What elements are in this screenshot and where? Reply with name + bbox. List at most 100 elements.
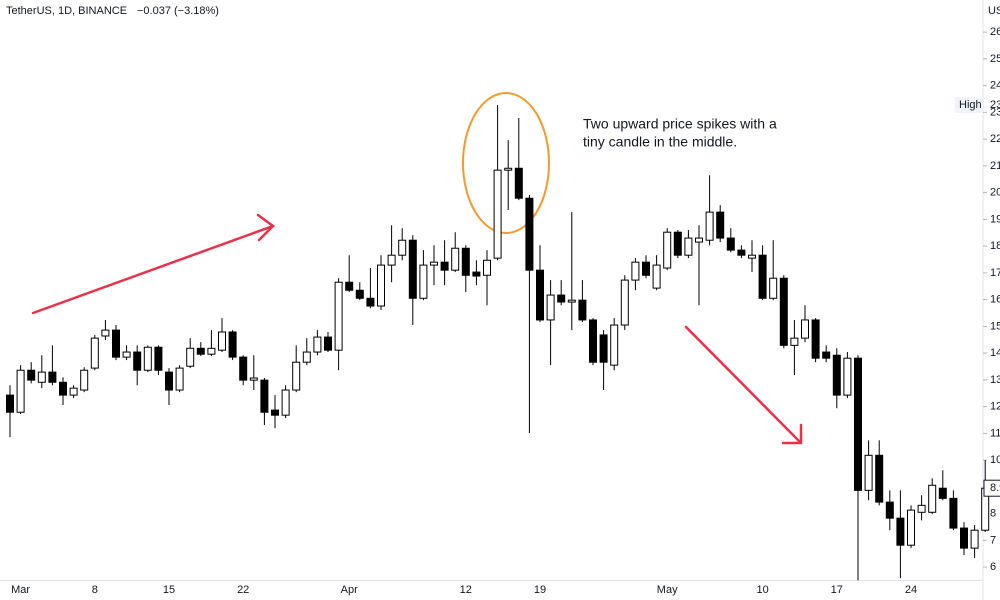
y-tick-label: 24 bbox=[990, 80, 1000, 92]
candle-body bbox=[716, 211, 725, 239]
down-arrow bbox=[684, 325, 802, 444]
y-tick-label: 14 bbox=[990, 347, 1000, 359]
candle-body bbox=[302, 351, 311, 363]
candle-body bbox=[69, 387, 78, 396]
y-tick-label: 8 bbox=[990, 508, 996, 520]
candle-body bbox=[843, 357, 852, 396]
candle-body bbox=[811, 319, 820, 359]
candle-body bbox=[695, 237, 703, 243]
candle-body bbox=[112, 329, 120, 358]
y-tick-label: 6 bbox=[990, 561, 996, 573]
y-tick-label: 20 bbox=[990, 187, 1000, 199]
candle-body bbox=[292, 361, 301, 391]
candle-body bbox=[885, 501, 894, 519]
y-tick-label: 18 bbox=[990, 240, 1000, 252]
candle-body bbox=[917, 504, 926, 513]
candle-body bbox=[196, 347, 205, 355]
last-price-label: 8.95 bbox=[990, 482, 1000, 494]
candle-body bbox=[483, 259, 491, 276]
candle-body bbox=[589, 319, 597, 363]
candle-body bbox=[154, 346, 163, 371]
annotation-text: tiny candle in the middle. bbox=[583, 134, 737, 150]
candle-body bbox=[514, 167, 523, 199]
candle-body bbox=[758, 254, 767, 299]
header: TetherUS, 1D, BINANCE −0.037 (−3.18%) bbox=[6, 5, 219, 17]
y-tick-label: 26 bbox=[990, 26, 1000, 38]
y-tick-label: 23 bbox=[990, 106, 1000, 118]
candle-body bbox=[864, 454, 873, 491]
candle-body bbox=[726, 237, 735, 251]
candle-body bbox=[546, 294, 555, 321]
candle-body bbox=[6, 394, 14, 413]
y-tick-label: 16 bbox=[990, 294, 1000, 306]
candle-body bbox=[790, 337, 799, 346]
candle-body bbox=[504, 167, 513, 171]
y-tick-label: 21 bbox=[990, 160, 1000, 172]
x-tick-label: May bbox=[657, 584, 678, 596]
down-arrow-head bbox=[781, 423, 803, 445]
candle-body bbox=[620, 279, 629, 326]
candle-body bbox=[684, 237, 693, 256]
candle-body bbox=[122, 351, 131, 358]
x-tick-label: Apr bbox=[341, 584, 358, 596]
y-tick-label: 13 bbox=[990, 374, 1000, 386]
candle-body bbox=[652, 264, 661, 289]
annotation-text: Two upward price spikes with a bbox=[583, 116, 777, 132]
candle-body bbox=[175, 367, 184, 391]
candle-body bbox=[313, 336, 322, 353]
change-label: −0.037 (−3.18%) bbox=[137, 5, 219, 17]
candle-body bbox=[938, 487, 947, 499]
y-tick-label: 15 bbox=[990, 320, 1000, 332]
x-tick-label: 19 bbox=[534, 584, 546, 596]
candle-body bbox=[398, 239, 407, 256]
candle-body bbox=[80, 369, 89, 391]
high-label: High bbox=[959, 99, 982, 111]
candle-body bbox=[430, 261, 438, 266]
up-arrow-head bbox=[256, 213, 275, 242]
candle-body bbox=[748, 254, 756, 259]
x-tick-label: 8 bbox=[92, 584, 98, 596]
candle-body bbox=[896, 517, 905, 546]
x-tick-label: 10 bbox=[756, 584, 768, 596]
candle-body bbox=[705, 211, 714, 241]
candle-body bbox=[472, 271, 481, 277]
candle-body bbox=[949, 497, 958, 529]
candles bbox=[6, 105, 990, 581]
candle-body bbox=[854, 357, 862, 491]
candle-body bbox=[90, 337, 99, 369]
candle-body bbox=[281, 389, 290, 416]
candle-body bbox=[525, 197, 534, 271]
last-price-box bbox=[983, 479, 1000, 497]
trend-arrows bbox=[31, 213, 803, 445]
candle-body bbox=[631, 261, 640, 281]
candle-body bbox=[461, 247, 470, 276]
candle-body bbox=[334, 281, 343, 351]
candle-body bbox=[186, 347, 195, 367]
candle-body bbox=[239, 356, 248, 381]
candle-body bbox=[59, 381, 67, 396]
candle-body bbox=[557, 294, 566, 303]
candle-body bbox=[377, 264, 385, 307]
candle-body bbox=[16, 369, 25, 413]
high-value-label: 23.27 bbox=[990, 99, 1000, 111]
x-tick-label: 24 bbox=[905, 584, 917, 596]
candle-body bbox=[37, 371, 46, 383]
candle-body bbox=[875, 454, 884, 503]
candle-body bbox=[133, 351, 142, 371]
y-tick-label: 17 bbox=[990, 267, 1000, 279]
candle-body bbox=[48, 371, 57, 383]
candle-body bbox=[567, 299, 576, 303]
x-tick-label: 22 bbox=[237, 584, 249, 596]
y-tick-label: 12 bbox=[990, 401, 1000, 413]
candle-body bbox=[324, 336, 332, 351]
candle-body bbox=[271, 409, 279, 416]
candle-body bbox=[207, 347, 216, 355]
x-tick-label: Mar bbox=[11, 584, 30, 596]
y-tick-label: 25 bbox=[990, 53, 1000, 65]
candle-body bbox=[387, 254, 396, 266]
candle-body bbox=[960, 527, 968, 549]
y-tick-label: 11 bbox=[990, 427, 1000, 439]
